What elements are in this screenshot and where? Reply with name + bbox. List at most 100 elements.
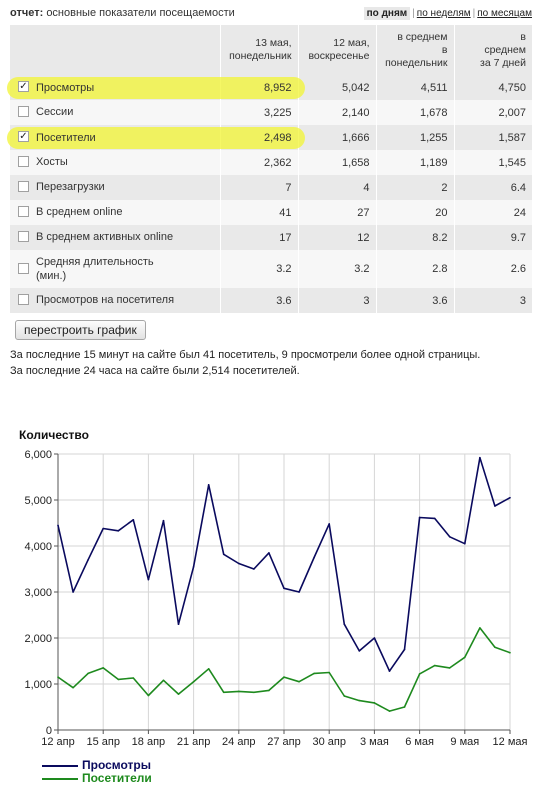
metric-checkbox[interactable]: ✓ [18,131,29,143]
separator: | [412,8,415,19]
table-cell: 3.6 [375,288,454,313]
data-point-views [57,524,59,527]
table-cell: 24 [453,200,532,225]
row-label-cell: ✓ Просмотры [7,75,305,100]
row-label: Просмотры [36,81,95,94]
table-row: В среднем online 41 27 20 24 [10,200,532,225]
metric-checkbox[interactable] [18,262,29,274]
x-tick-label: 27 апр [267,736,300,748]
data-point-visitors [72,686,74,689]
table-cell: 3.2 [297,250,376,288]
data-point-views [448,536,451,538]
data-point-visitors [177,693,180,695]
y-tick-label: 6,000 [24,449,52,461]
data-point-views [283,587,285,590]
x-tick-label: 12 мая [493,736,528,748]
data-point-views [298,591,300,593]
y-tick-label: 2,000 [24,633,52,645]
table-row: Перезагрузки 7 4 2 6.4 [10,175,532,200]
row-label: Просмотров на посетителя [36,294,175,307]
table-row: В среднем активных online 17 12 8.2 9.7 [10,225,532,250]
table-cell: 17 [219,225,298,250]
data-point-visitors [162,679,165,682]
data-point-visitors [509,651,511,654]
metric-checkbox[interactable] [18,206,29,218]
rebuild-chart-button[interactable]: перестроить график [15,320,146,340]
data-point-views [147,578,150,581]
table-cell: 41 [219,200,298,225]
metric-checkbox[interactable] [18,181,29,193]
data-point-views [268,552,270,554]
period-month-link[interactable]: по месяцам [477,8,532,19]
data-point-views [222,553,225,556]
table-header-row: 13 мая, понедельник 12 мая, воскресенье в … [10,25,532,75]
data-point-views [343,623,346,625]
row-label: Сессии [36,106,74,119]
data-point-visitors [222,691,225,694]
period-day-selected[interactable]: по дням [363,7,411,20]
data-point-views [433,517,436,520]
data-point-visitors [102,667,104,669]
legend-item-visitors: Посетители [42,771,152,785]
data-point-views [328,523,331,525]
data-point-views [358,650,361,652]
data-point-visitors [328,671,331,674]
separator: | [472,8,476,19]
data-point-views [72,591,74,593]
y-tick-label: 5,000 [24,495,52,507]
data-point-views [464,542,466,545]
x-tick-label: 3 мая [360,736,389,748]
x-tick-label: 15 апр [86,736,119,748]
table-cell: 3,225 [219,100,298,125]
table-cell: 2,498 [219,125,298,150]
data-point-views [87,559,89,561]
metric-checkbox[interactable] [18,294,29,306]
data-point-views [132,518,135,521]
table-cell: 6.4 [453,175,532,200]
table-cell: 2,140 [297,100,376,125]
data-point-visitors [238,690,240,693]
metric-checkbox[interactable] [18,156,29,168]
metric-checkbox[interactable]: ✓ [18,81,29,93]
metric-checkbox[interactable] [18,106,29,118]
label-column-header [10,25,220,75]
table-cell: 3.6 [219,288,298,313]
row-label-cell: Перезагрузки [10,175,220,200]
table-cell: 4,750 [453,75,532,100]
data-point-views [117,530,120,532]
table-cell: 1,545 [453,150,532,175]
table-cell: 4,511 [375,75,454,100]
data-point-views [177,623,180,625]
table-row: Средняя длительность (мин.) 3.2 3.2 2.8 2… [10,250,532,288]
chart-title: Количество [19,428,89,442]
table-cell: 1,666 [297,125,376,150]
period-week-link[interactable]: по неделям [416,8,471,19]
table-cell: 2,007 [453,100,532,125]
data-point-views [192,565,195,568]
data-point-visitors [479,627,481,629]
metric-checkbox[interactable] [18,231,29,243]
y-tick-label: 0 [46,725,52,737]
data-point-visitors [343,695,346,697]
row-label: Средняя длительность (мин.) [36,256,154,282]
table-cell: 7 [219,175,298,200]
table-cell: 4 [297,175,376,200]
data-point-views [509,496,511,499]
row-label: Посетители [36,131,96,144]
data-point-visitors [207,668,210,670]
y-tick-label: 3,000 [24,587,52,599]
table-cell: 27 [297,200,376,225]
x-tick-label: 21 апр [177,736,210,748]
data-point-visitors [464,656,466,659]
x-tick-label: 6 мая [405,736,434,748]
data-point-visitors [373,702,376,704]
row-label-cell: ✓ Посетители [7,125,305,150]
data-point-visitors [388,710,391,712]
row-label-cell: В среднем активных online [10,225,220,250]
table-row: ✓ Посетители 2,498 1,666 1,255 1,587 [7,125,532,150]
x-tick-label: 9 мая [450,736,479,748]
info-line-24h: За последние 24 часа на сайте были 2,514… [10,365,300,377]
table-cell: 3.2 [219,250,298,288]
x-tick-label: 18 апр [132,736,165,748]
stats-table: 13 мая, понедельник 12 мая, воскресенье в … [7,25,532,313]
